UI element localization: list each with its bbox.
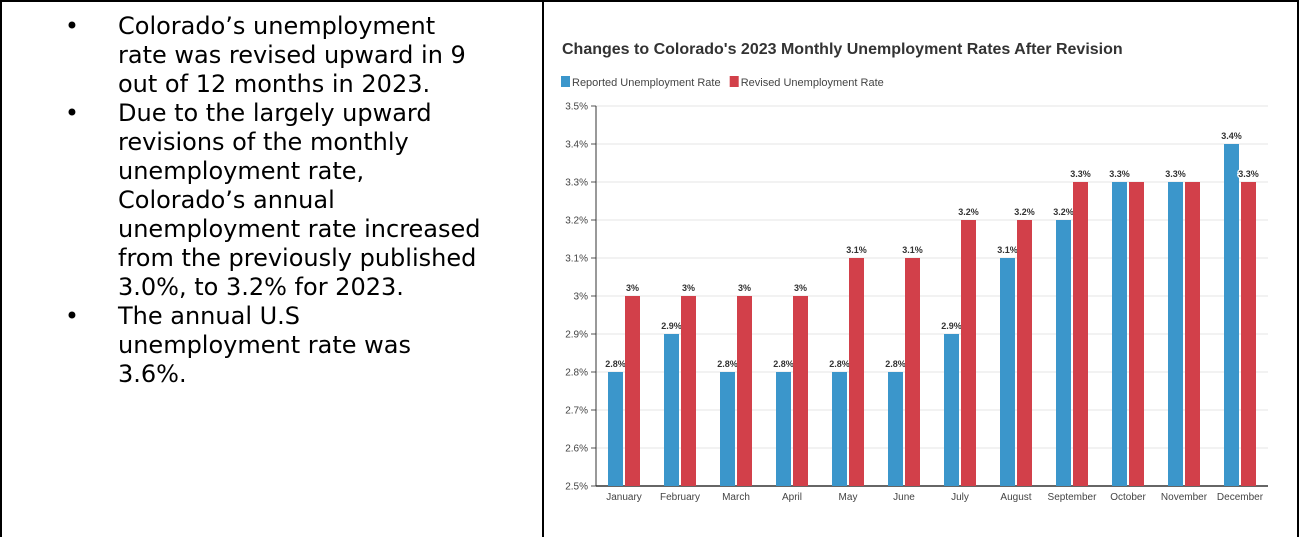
revised-bar [1185, 182, 1200, 486]
y-tick-label: 2.7% [565, 406, 588, 417]
reported-bar [1000, 258, 1015, 486]
reported-bar [720, 372, 735, 486]
right-border [1297, 0, 1299, 537]
reported-bar [608, 372, 623, 486]
data-label: 2.9% [661, 321, 682, 331]
reported-bar [944, 334, 959, 486]
revised-bar [793, 296, 808, 486]
data-label: 3% [682, 283, 695, 293]
y-tick-label: 3.4% [565, 140, 588, 151]
x-tick-label: January [606, 492, 642, 503]
data-label: 3.2% [958, 207, 979, 217]
legend-swatch [561, 76, 570, 87]
legend-swatch [729, 76, 739, 87]
data-label: 3.3% [1109, 169, 1130, 179]
reported-bar [832, 372, 847, 486]
data-label: 3.3% [1238, 169, 1259, 179]
bullet-dot-icon: • [64, 99, 80, 127]
revised-bar [681, 296, 696, 486]
reported-bar [888, 372, 903, 486]
y-tick-label: 2.9% [565, 330, 588, 341]
x-tick-label: December [1217, 492, 1264, 503]
data-label: 2.8% [717, 359, 738, 369]
x-tick-label: June [893, 492, 915, 503]
top-border [0, 0, 1299, 2]
revised-bar [1073, 182, 1088, 486]
x-tick-label: March [722, 492, 750, 503]
data-label: 3% [738, 283, 751, 293]
x-tick-label: August [1000, 492, 1031, 503]
revised-bar [961, 220, 976, 486]
y-tick-label: 3.3% [565, 178, 588, 189]
middle-border [542, 0, 544, 537]
x-tick-label: November [1161, 492, 1208, 503]
bullet-dot-icon: • [64, 302, 80, 330]
data-label: 2.9% [941, 321, 962, 331]
revised-bar [1129, 182, 1144, 486]
x-tick-label: September [1048, 492, 1098, 503]
bullet-list: • Colorado’s unemployment rate was revised… [62, 12, 532, 389]
y-tick-label: 3.2% [565, 216, 588, 227]
reported-bar [1168, 182, 1183, 486]
legend-label: Revised Unemployment Rate [741, 77, 884, 89]
data-label: 3.4% [1221, 131, 1242, 141]
data-label: 2.8% [829, 359, 850, 369]
revised-bar [849, 258, 864, 486]
y-tick-label: 2.5% [565, 482, 588, 493]
data-label: 3.3% [1070, 169, 1091, 179]
data-label: 3.1% [846, 245, 867, 255]
reported-bar [1112, 182, 1127, 486]
x-tick-label: October [1110, 492, 1146, 503]
bullet-item: • The annual U.S unemployment rate was 3.6%… [62, 302, 532, 389]
y-tick-label: 2.6% [565, 444, 588, 455]
data-label: 2.8% [773, 359, 794, 369]
data-label: 3.1% [902, 245, 923, 255]
chart-panel: Changes to Colorado's 2023 Monthly Unemp… [546, 2, 1299, 537]
data-label: 3.2% [1053, 207, 1074, 217]
reported-bar [1056, 220, 1071, 486]
reported-bar [1224, 144, 1239, 486]
data-label: 2.8% [605, 359, 626, 369]
left-border [0, 0, 2, 537]
x-tick-label: July [951, 492, 969, 503]
x-tick-label: May [839, 492, 858, 503]
data-label: 2.8% [885, 359, 906, 369]
y-tick-label: 2.8% [565, 368, 588, 379]
data-label: 3.2% [1014, 207, 1035, 217]
y-tick-label: 3.1% [565, 254, 588, 265]
bullet-text: Colorado’s unemployment rate was revised … [118, 12, 466, 98]
revised-bar [625, 296, 640, 486]
reported-bar [776, 372, 791, 486]
y-tick-label: 3% [574, 292, 589, 303]
x-tick-label: April [782, 492, 802, 503]
bar-chart: Changes to Colorado's 2023 Monthly Unemp… [561, 41, 1268, 503]
bullet-text: Due to the largely upward revisions of th… [118, 99, 481, 301]
data-label: 3.3% [1165, 169, 1186, 179]
revised-bar [1017, 220, 1032, 486]
reported-bar [664, 334, 679, 486]
revised-bar [905, 258, 920, 486]
text-panel: • Colorado’s unemployment rate was revised… [2, 2, 542, 537]
chart-title: Changes to Colorado's 2023 Monthly Unemp… [562, 41, 1123, 58]
x-tick-label: February [660, 492, 700, 503]
bullet-text: The annual U.S unemployment rate was 3.6%. [118, 302, 411, 388]
bullet-dot-icon: • [64, 12, 80, 40]
revised-bar [1241, 182, 1256, 486]
data-label: 3% [794, 283, 807, 293]
revised-bar [737, 296, 752, 486]
bullet-item: • Due to the largely upward revisions of t… [62, 99, 532, 302]
legend-label: Reported Unemployment Rate [572, 77, 721, 89]
data-label: 3% [626, 283, 639, 293]
y-tick-label: 3.5% [565, 102, 588, 113]
data-label: 3.1% [997, 245, 1018, 255]
bullet-item: • Colorado’s unemployment rate was revised… [62, 12, 532, 99]
